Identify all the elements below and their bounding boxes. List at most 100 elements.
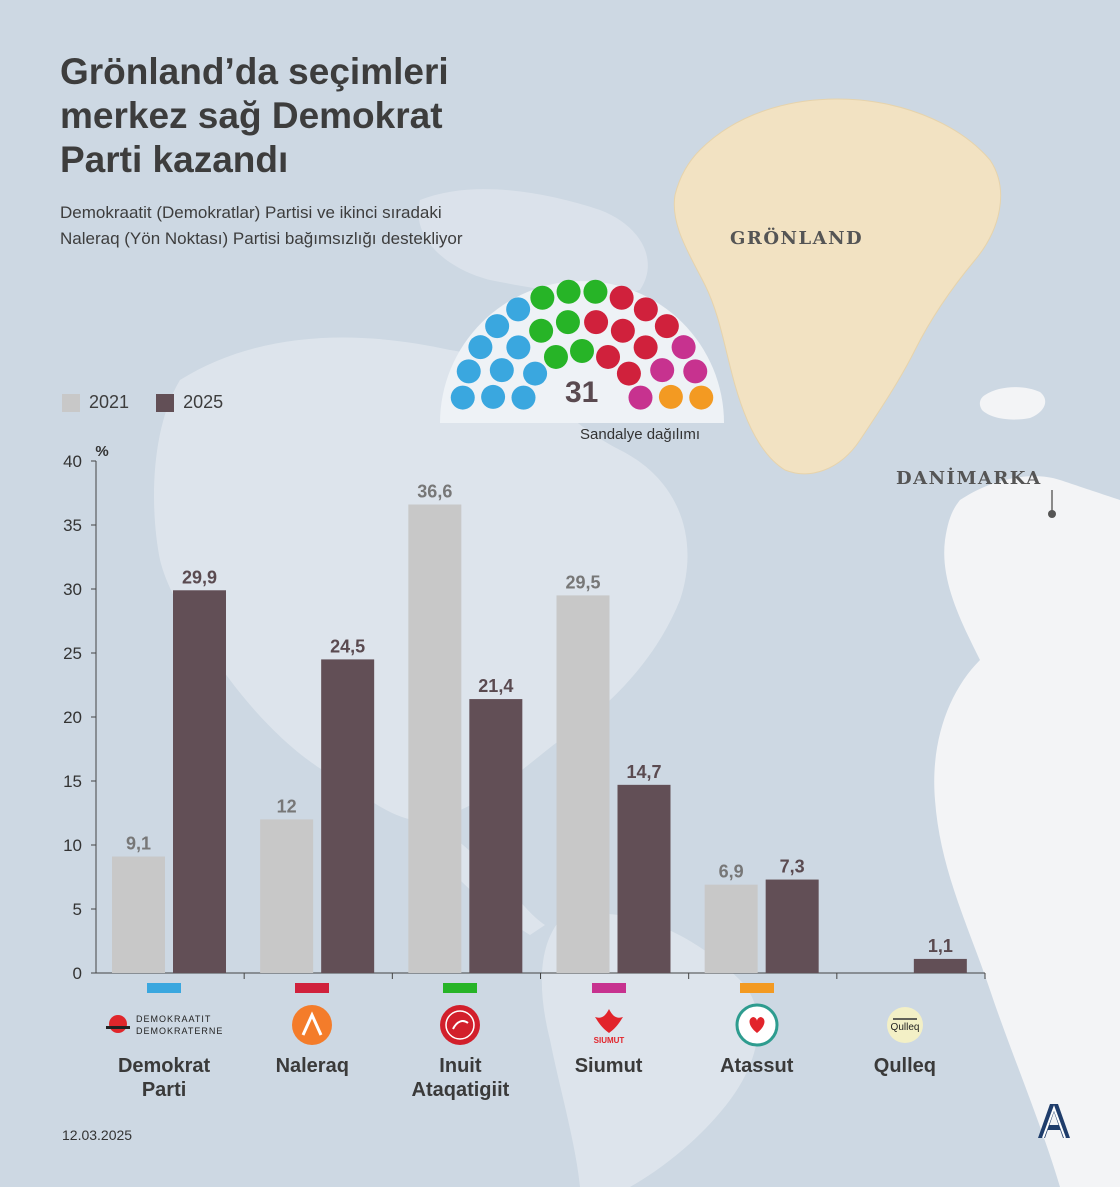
party-name-label: Naleraq (275, 1055, 349, 1077)
seat-dot (616, 361, 641, 386)
map-label-greenland: GRÖNLAND (730, 228, 864, 249)
greenland-shape (673, 98, 1002, 475)
seat-dot (506, 335, 531, 360)
data-label-2025-4: 7,3 (780, 857, 805, 877)
data-label-2021-0: 9,1 (126, 834, 151, 854)
bar-2021-2 (408, 504, 462, 973)
seat-dot (523, 361, 548, 386)
y-tick-label: 20 (63, 708, 82, 727)
data-label-2025-2: 21,4 (478, 676, 513, 696)
party-name-label: Inuit Ataqatigiit (411, 1055, 510, 1101)
qulleq-logo: Qulleq (883, 1003, 927, 1047)
seat-total: 31 (565, 376, 599, 409)
party-color-bar (739, 983, 774, 993)
seat-dot (506, 297, 531, 322)
y-tick-label: 40 (63, 452, 82, 471)
bar-2025-4 (765, 879, 819, 973)
page-subtitle: Demokraatit (Demokratlar) Partisi ve iki… (60, 203, 463, 248)
y-tick-label: 35 (63, 516, 82, 535)
south-america-shape (541, 913, 759, 1187)
seat-dot (683, 359, 708, 384)
seat-chart-label: Sandalye dağılımı (580, 426, 701, 443)
aa-agency-icon (1038, 1104, 1070, 1139)
legend-label-2025: 2025 (183, 392, 224, 412)
data-label-2025-0: 29,9 (182, 567, 217, 587)
seat-dot (485, 314, 510, 339)
seat-dot (658, 384, 683, 409)
map-label-denmark: DANİMARKA (896, 468, 1042, 489)
party-name-label: Atassut (720, 1055, 794, 1077)
seat-dot (570, 339, 594, 363)
y-tick-label: 15 (63, 772, 82, 791)
data-label-2025-3: 14,7 (626, 762, 661, 782)
svg-text:Qulleq: Qulleq (890, 1022, 919, 1033)
seat-dot (689, 385, 714, 410)
legend-label-2021: 2021 (89, 392, 130, 412)
seat-dot (555, 310, 580, 335)
data-label-2025-5: 1,1 (928, 936, 953, 956)
atassut-logo (735, 1003, 779, 1047)
iceland-shape (979, 387, 1046, 420)
europe-africa-shape (934, 476, 1120, 1187)
bar-2025-3 (617, 784, 671, 973)
party-color-bar (147, 983, 182, 993)
naleraq-logo (290, 1003, 334, 1047)
inuit-ataqatigiit-logo (438, 1003, 482, 1047)
seat-dot (481, 384, 506, 409)
publish-date: 12.03.2025 (62, 1127, 133, 1143)
legend-swatch-2025 (156, 393, 175, 412)
seat-dot (450, 385, 475, 410)
seat-dot (654, 314, 679, 339)
party-color-bar (443, 983, 478, 993)
seat-dot (529, 318, 554, 343)
bar-2021-0 (112, 856, 165, 973)
bar-2025-2 (469, 699, 523, 973)
bar-2021-1 (260, 819, 314, 973)
seat-dot (511, 385, 536, 410)
y-tick-label: 5 (73, 900, 82, 919)
bar-2025-1 (321, 659, 375, 973)
seat-dot (633, 297, 658, 322)
seat-dot (633, 335, 658, 360)
seat-dot (650, 358, 675, 383)
party-color-bar (888, 983, 922, 993)
page-title: Grönland’da seçimleri merkez sağ Demokra… (60, 51, 449, 180)
bar-2025-5 (913, 958, 967, 973)
seat-dot (584, 310, 609, 335)
seat-dot (468, 335, 493, 360)
seat-dot (671, 335, 696, 360)
seat-dot (556, 279, 581, 304)
seat-dot (610, 318, 635, 343)
party-color-bar (591, 983, 626, 993)
party-name-label: Demokrat Parti (117, 1055, 211, 1101)
data-label-2021-4: 6,9 (719, 862, 744, 882)
data-label-2021-1: 12 (277, 796, 297, 816)
legend-swatch-2021 (62, 393, 80, 412)
seat-dot (609, 285, 634, 310)
seat-dot (543, 344, 568, 369)
svg-text:SIUMUT: SIUMUT (593, 1036, 624, 1045)
party-name-label: Siumut (574, 1055, 643, 1077)
y-tick-label: 25 (63, 644, 82, 663)
seat-dot (530, 285, 555, 310)
data-label-2025-1: 24,5 (330, 636, 365, 656)
seat-dot (596, 344, 621, 369)
y-unit-label: % (95, 443, 108, 460)
seat-dot (628, 385, 653, 410)
legend-item-2021: 2021 (62, 392, 129, 413)
demokraatit-logo: DEMOKRAATIT DEMOKRATERNE (104, 1003, 234, 1047)
legend-item-2025: 2025 (156, 392, 223, 413)
bar-2021-4 (704, 884, 758, 973)
seat-dot (489, 358, 514, 383)
svg-text:DEMOKRAATIT: DEMOKRAATIT (136, 1014, 211, 1024)
data-label-2021-3: 29,5 (565, 572, 600, 592)
bar-2025-0 (173, 590, 226, 973)
y-tick-label: 10 (63, 836, 82, 855)
bar-2021-3 (556, 595, 610, 973)
party-name-label: Qulleq (873, 1055, 937, 1077)
party-color-bar (295, 983, 330, 993)
seat-dot (583, 279, 608, 304)
arctic-islands-shape (418, 189, 648, 295)
data-label-2021-2: 36,6 (417, 482, 452, 502)
